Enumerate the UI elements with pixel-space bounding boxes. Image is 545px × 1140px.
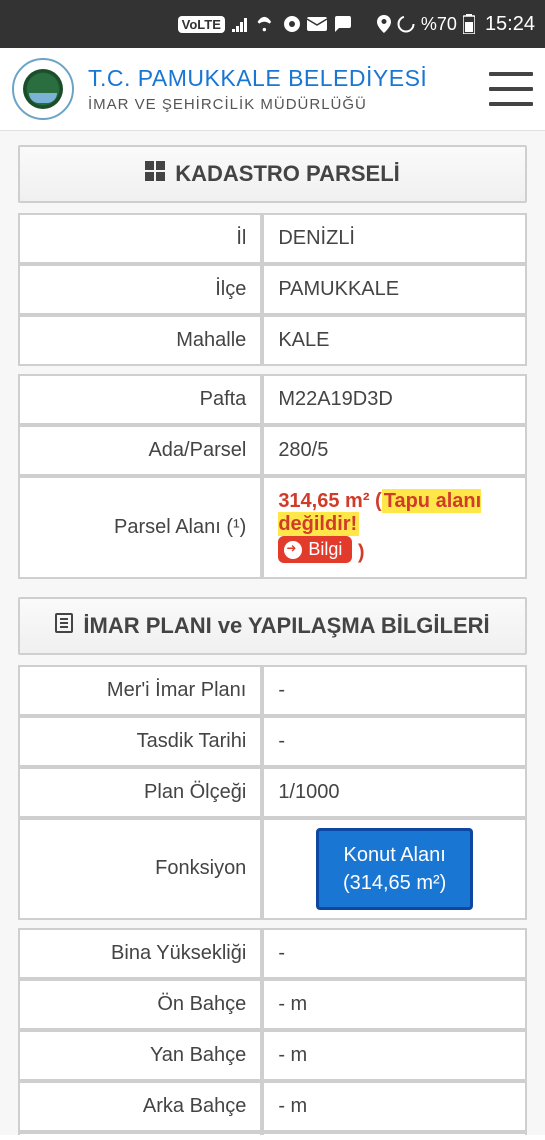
table-row: Plan Ölçeği 1/1000: [18, 767, 527, 818]
pafta-label: Pafta: [18, 374, 262, 425]
table-row: Mer'i İmar Planı -: [18, 665, 527, 716]
data-usage-icon: [397, 15, 415, 33]
table-row: Ön Bahçe - m: [18, 979, 527, 1030]
location-icon: [377, 15, 391, 33]
on-bahce-value: - m: [262, 979, 527, 1030]
tasdik-value: -: [262, 716, 527, 767]
bina-der-label: Bina Derinliği: [18, 1132, 262, 1136]
il-value: DENİZLİ: [262, 213, 527, 264]
adaparsel-label: Ada/Parsel: [18, 425, 262, 476]
table-row: Parsel Alanı (¹) 314,65 m² (Tapu alanı d…: [18, 476, 527, 579]
battery-percent-text: %70: [421, 14, 457, 35]
info-icon: [284, 541, 302, 559]
table-row: Fonksiyon Konut Alanı (314,65 m²): [18, 818, 527, 920]
bina-yuk-label: Bina Yüksekliği: [18, 928, 262, 979]
olcek-label: Plan Ölçeği: [18, 767, 262, 818]
kadastro-table-2: Pafta M22A19D3D Ada/Parsel 280/5 Parsel …: [18, 374, 527, 579]
ilce-label: İlçe: [18, 264, 262, 315]
site-subtitle: İMAR VE ŞEHİRCİLİK MÜDÜRLÜĞÜ: [88, 96, 475, 113]
tasdik-label: Tasdik Tarihi: [18, 716, 262, 767]
page-content: KADASTRO PARSELİ İl DENİZLİ İlçe PAMUKKA…: [0, 131, 545, 1135]
grid-icon: [145, 161, 165, 187]
yan-bahce-label: Yan Bahçe: [18, 1030, 262, 1081]
pafta-value: M22A19D3D: [262, 374, 527, 425]
ilce-value: PAMUKKALE: [262, 264, 527, 315]
table-row: Ada/Parsel 280/5: [18, 425, 527, 476]
parselalani-label: Parsel Alanı (¹): [18, 476, 262, 579]
arka-bahce-value: - m: [262, 1081, 527, 1132]
kadastro-title: KADASTRO PARSELİ: [175, 161, 400, 187]
fonksiyon-label: Fonksiyon: [18, 818, 262, 920]
disc-icon: [283, 15, 301, 33]
parselalani-value: 314,65 m² (Tapu alanı değildir! Bilgi ): [262, 476, 527, 579]
olcek-value: 1/1000: [262, 767, 527, 818]
on-bahce-label: Ön Bahçe: [18, 979, 262, 1030]
chat-icon: [333, 16, 351, 32]
mail-icon: [307, 17, 327, 31]
table-row: İl DENİZLİ: [18, 213, 527, 264]
table-row: Bina Yüksekliği -: [18, 928, 527, 979]
site-header: T.C. PAMUKKALE BELEDİYESİ İMAR VE ŞEHİRC…: [0, 48, 545, 131]
yan-bahce-value: - m: [262, 1030, 527, 1081]
table-row: İlçe PAMUKKALE: [18, 264, 527, 315]
document-icon: [55, 613, 73, 639]
table-row: Tasdik Tarihi -: [18, 716, 527, 767]
imar-table-1: Mer'i İmar Planı - Tasdik Tarihi - Plan …: [18, 665, 527, 920]
table-row: Bina Derinliği - m: [18, 1132, 527, 1136]
fonksiyon-button[interactable]: Konut Alanı (314,65 m²): [316, 828, 473, 910]
wifi-icon: [255, 16, 277, 32]
table-row: Yan Bahçe - m: [18, 1030, 527, 1081]
il-label: İl: [18, 213, 262, 264]
arka-bahce-label: Arka Bahçe: [18, 1081, 262, 1132]
signal-icon: [231, 16, 249, 32]
mahalle-value: KALE: [262, 315, 527, 366]
site-titles: T.C. PAMUKKALE BELEDİYESİ İMAR VE ŞEHİRC…: [88, 65, 475, 113]
parselalani-area: 314,65 m²: [278, 490, 369, 512]
imar-table-2: Bina Yüksekliği - Ön Bahçe - m Yan Bahçe…: [18, 928, 527, 1136]
bina-yuk-value: -: [262, 928, 527, 979]
menu-button[interactable]: [489, 72, 533, 106]
meri-label: Mer'i İmar Planı: [18, 665, 262, 716]
table-row: Mahalle KALE: [18, 315, 527, 366]
clock-text: 15:24: [485, 13, 535, 36]
kadastro-header: KADASTRO PARSELİ: [18, 145, 527, 203]
adaparsel-value: 280/5: [262, 425, 527, 476]
site-title: T.C. PAMUKKALE BELEDİYESİ: [88, 65, 475, 92]
mahalle-label: Mahalle: [18, 315, 262, 366]
table-row: Pafta M22A19D3D: [18, 374, 527, 425]
android-status-bar: VoLTE %70 15:24: [0, 0, 545, 48]
kadastro-table-1: İl DENİZLİ İlçe PAMUKKALE Mahalle KALE: [18, 213, 527, 366]
imar-header: İMAR PLANI ve YAPILAŞMA BİLGİLERİ: [18, 597, 527, 655]
fonksiyon-value: Konut Alanı (314,65 m²): [262, 818, 527, 920]
meri-value: -: [262, 665, 527, 716]
municipality-logo: [12, 58, 74, 120]
imar-title: İMAR PLANI ve YAPILAŞMA BİLGİLERİ: [83, 613, 489, 639]
table-row: Arka Bahçe - m: [18, 1081, 527, 1132]
bilgi-button[interactable]: Bilgi: [278, 536, 352, 563]
bina-der-value: - m: [262, 1132, 527, 1136]
battery-icon: [463, 14, 475, 34]
volte-icon: VoLTE: [178, 16, 225, 33]
